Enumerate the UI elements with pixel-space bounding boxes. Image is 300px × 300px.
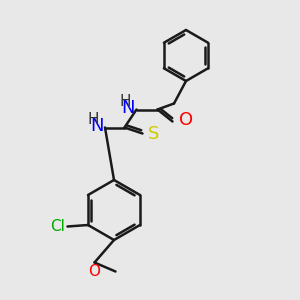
Text: H: H	[119, 94, 131, 110]
Text: N: N	[90, 117, 104, 135]
Text: H: H	[88, 112, 99, 128]
Text: O: O	[179, 111, 193, 129]
Text: S: S	[148, 125, 159, 143]
Text: N: N	[122, 99, 135, 117]
Text: Cl: Cl	[50, 219, 65, 234]
Text: O: O	[88, 264, 101, 279]
